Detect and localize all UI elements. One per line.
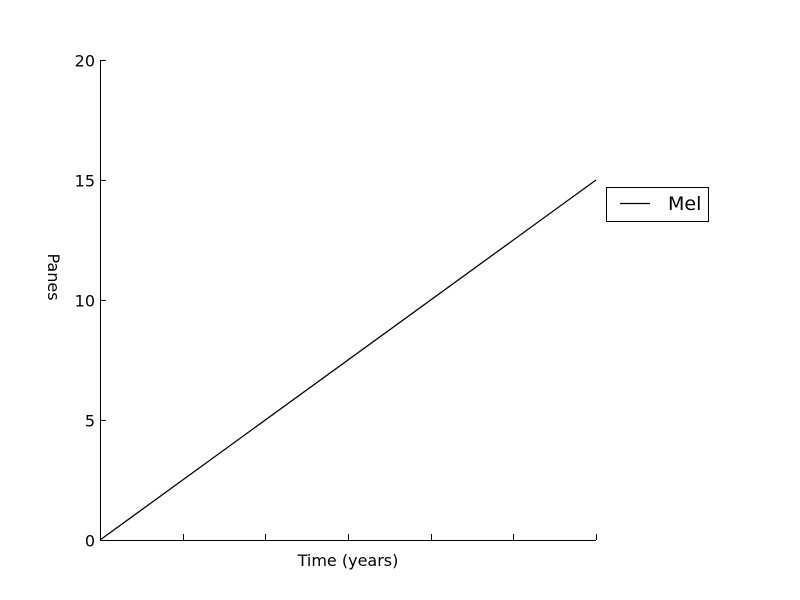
y-tick-label: 15: [75, 172, 95, 191]
y-tick-label: 0: [85, 532, 95, 551]
y-tick-label: 5: [85, 412, 95, 431]
series-layer: [99, 179, 597, 541]
y-tick-label: 20: [75, 52, 95, 71]
axes: 0 5 10 15 20: [75, 52, 597, 551]
y-tick-label: 10: [75, 292, 95, 311]
legend-box: [606, 187, 709, 222]
y-axis-title: Panes: [44, 253, 63, 300]
x-axis-title: Time (years): [297, 551, 399, 570]
legend: Mel: [606, 187, 709, 222]
series-line-mel: [99, 179, 597, 541]
legend-label: Mel: [668, 193, 701, 215]
